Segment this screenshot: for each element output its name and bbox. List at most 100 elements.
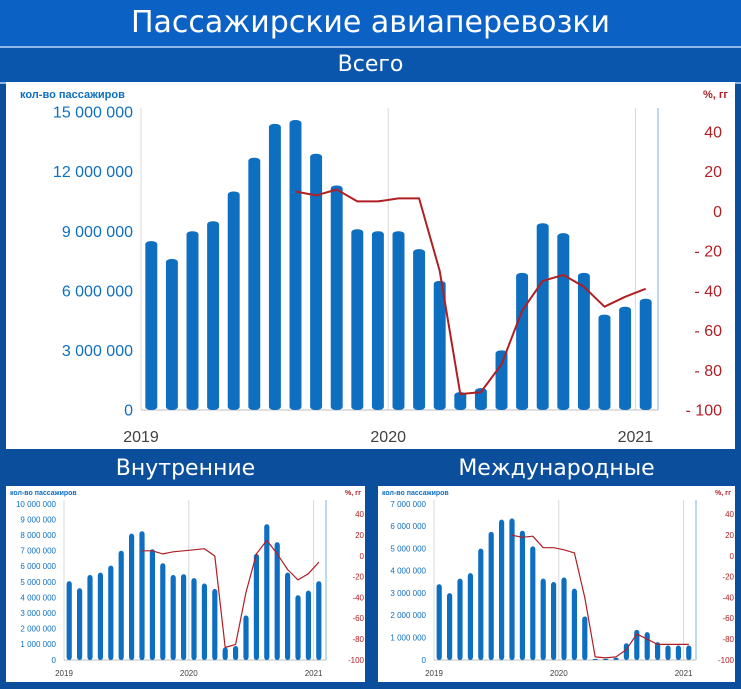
bar [268, 123, 281, 411]
right-tick-label: -100 [718, 656, 735, 665]
right-tick-label: 20 [704, 164, 722, 181]
bar [253, 553, 259, 660]
bar [686, 645, 692, 660]
bar [145, 241, 158, 410]
bar [675, 645, 681, 660]
right-tick-label: 40 [355, 510, 364, 519]
bar [447, 593, 453, 660]
left-tick-label: 15 000 000 [53, 105, 133, 122]
bar [655, 642, 661, 660]
bar [495, 350, 508, 410]
bar [392, 231, 405, 410]
left-tick-label: 12 000 000 [53, 164, 133, 181]
bar [530, 546, 536, 660]
yoy-change-line [511, 534, 689, 659]
x-tick-label: 2019 [425, 669, 443, 678]
bar [330, 185, 343, 410]
bar [207, 221, 220, 410]
left-tick-label: 0 [124, 403, 133, 420]
bar [516, 272, 529, 410]
x-tick-label: 2020 [370, 429, 406, 446]
right-tick-label: 40 [725, 510, 734, 519]
bar [316, 581, 322, 660]
bar [644, 632, 650, 660]
bar [170, 574, 176, 660]
right-tick-label: - 20 [694, 244, 722, 261]
bar [634, 629, 640, 660]
left-tick-label: 9 000 000 [20, 515, 56, 524]
left-tick-label: 8 000 000 [20, 531, 56, 540]
bar [129, 533, 135, 660]
bar [201, 583, 207, 660]
bar [540, 578, 546, 660]
bar [557, 233, 570, 410]
bar [233, 645, 239, 660]
bar [212, 589, 218, 660]
bar [665, 645, 671, 660]
right-tick-label: -80 [722, 635, 734, 644]
bar [619, 306, 632, 410]
left-axis-title: кол-во пассажиров [10, 490, 77, 497]
right-tick-label: 20 [725, 531, 734, 540]
bar [108, 565, 114, 660]
total-chart-title: Всего [0, 46, 741, 84]
international-chart-title: Международные [458, 456, 655, 481]
bar [118, 550, 124, 660]
right-axis-title: %, гг [703, 89, 728, 101]
bar [613, 657, 619, 660]
right-tick-label: -100 [348, 656, 365, 665]
bar [499, 519, 505, 660]
right-tick-label: 40 [704, 124, 722, 141]
bar [413, 249, 426, 410]
left-tick-label: 7 000 000 [20, 547, 56, 556]
left-tick-label: 7 000 000 [390, 500, 426, 509]
left-tick-label: 5 000 000 [390, 544, 426, 553]
right-tick-label: -60 [352, 614, 364, 623]
bar [191, 578, 197, 660]
right-axis-title: %, гг [345, 490, 361, 497]
right-tick-label: - 100 [686, 403, 723, 420]
right-axis-title: %, гг [715, 490, 731, 497]
bar [467, 573, 473, 660]
x-tick-label: 2021 [675, 669, 693, 678]
bar [436, 584, 442, 660]
bar [186, 231, 199, 410]
bar [351, 229, 364, 410]
bar [433, 280, 446, 410]
left-tick-label: 0 [52, 656, 57, 665]
bar [536, 223, 549, 410]
yoy-change-line [142, 539, 320, 649]
left-tick-label: 3 000 000 [62, 343, 133, 360]
bar [639, 298, 652, 410]
bar [457, 578, 463, 660]
left-tick-label: 3 000 000 [20, 609, 56, 618]
bar [248, 157, 261, 410]
bar [305, 590, 311, 660]
left-tick-label: 6 000 000 [20, 562, 56, 571]
bar [474, 388, 487, 410]
right-tick-label: -20 [722, 573, 734, 582]
bar [454, 392, 467, 410]
right-tick-label: 0 [360, 552, 365, 561]
bar [519, 530, 525, 660]
left-tick-label: 6 000 000 [390, 522, 426, 531]
bar [243, 615, 249, 660]
left-tick-label: 4 000 000 [390, 567, 426, 576]
left-tick-label: 1 000 000 [390, 634, 426, 643]
right-tick-label: - 80 [694, 363, 722, 380]
left-tick-label: 5 000 000 [20, 578, 56, 587]
bar [582, 616, 588, 660]
right-tick-label: -60 [722, 614, 734, 623]
left-tick-label: 10 000 000 [16, 500, 57, 509]
right-tick-label: - 40 [694, 283, 722, 300]
total-chart-panel: кол-во пассажиров %, гг 0 3 000 000 6 000 00… [6, 82, 735, 449]
domestic-chart-title: Внутренние [115, 456, 256, 481]
bar [592, 658, 598, 660]
right-tick-label: 20 [355, 531, 364, 540]
bar [285, 572, 291, 660]
bar [66, 581, 72, 660]
bar [295, 595, 301, 660]
left-tick-label: 9 000 000 [62, 224, 133, 241]
total-chart: кол-во пассажиров %, гг 0 3 000 000 6 000 00… [20, 89, 728, 446]
right-tick-label: 0 [730, 552, 735, 561]
